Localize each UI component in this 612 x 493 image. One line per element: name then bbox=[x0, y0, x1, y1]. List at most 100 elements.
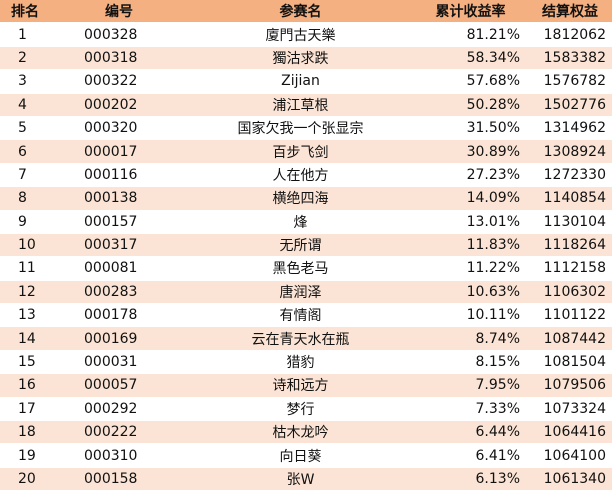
cell-id: 000310 bbox=[50, 443, 188, 468]
cell-return: 10.11% bbox=[413, 303, 528, 328]
table-row: 14 000169 云在青天水在瓶 8.74% 1087442 bbox=[0, 326, 612, 351]
cell-rank: 3 bbox=[0, 69, 50, 94]
cell-name: 梦行 bbox=[188, 397, 413, 422]
table-row: 13 000178 有情阁 10.11% 1101122 bbox=[0, 303, 612, 328]
cell-name: 张W bbox=[188, 467, 413, 492]
cell-name: 国家欠我一个张显宗 bbox=[188, 116, 413, 141]
cell-rank: 7 bbox=[0, 163, 50, 188]
table-row: 19 000310 向日葵 6.41% 1064100 bbox=[0, 443, 612, 468]
cell-id: 000320 bbox=[50, 116, 188, 141]
cell-equity: 1061340 bbox=[528, 467, 612, 492]
cell-equity: 1079506 bbox=[528, 373, 612, 398]
header-id: 编号 bbox=[50, 0, 188, 24]
cell-equity: 1583382 bbox=[528, 46, 612, 71]
cell-equity: 1064416 bbox=[528, 420, 612, 445]
cell-rank: 19 bbox=[0, 443, 50, 468]
cell-equity: 1308924 bbox=[528, 139, 612, 164]
cell-equity: 1272330 bbox=[528, 163, 612, 188]
cell-id: 000318 bbox=[50, 46, 188, 71]
cell-id: 000057 bbox=[50, 373, 188, 398]
cell-name: 无所谓 bbox=[188, 233, 413, 258]
cell-id: 000317 bbox=[50, 233, 188, 258]
cell-equity: 1064100 bbox=[528, 443, 612, 468]
cell-rank: 13 bbox=[0, 303, 50, 328]
cell-name: 百步飞剑 bbox=[188, 139, 413, 164]
cell-name: 浦江草根 bbox=[188, 93, 413, 117]
cell-id: 000178 bbox=[50, 303, 188, 328]
cell-rank: 9 bbox=[0, 210, 50, 234]
cell-id: 000202 bbox=[50, 93, 188, 117]
cell-return: 58.34% bbox=[413, 46, 528, 71]
header-rank: 排名 bbox=[0, 0, 50, 24]
cell-id: 000328 bbox=[50, 22, 188, 47]
cell-rank: 6 bbox=[0, 139, 50, 164]
table-row: 15 000031 猎豹 8.15% 1081504 bbox=[0, 350, 612, 375]
cell-name: 烽 bbox=[188, 210, 413, 234]
cell-return: 11.22% bbox=[413, 256, 528, 281]
cell-return: 57.68% bbox=[413, 69, 528, 94]
cell-equity: 1106302 bbox=[528, 280, 612, 305]
cell-name: 云在青天水在瓶 bbox=[188, 326, 413, 351]
cell-rank: 14 bbox=[0, 326, 50, 351]
cell-rank: 4 bbox=[0, 93, 50, 117]
cell-id: 000017 bbox=[50, 139, 188, 164]
cell-name: 猎豹 bbox=[188, 350, 413, 375]
table-row: 18 000222 枯木龙吟 6.44% 1064416 bbox=[0, 420, 612, 445]
cell-id: 000158 bbox=[50, 467, 188, 492]
cell-equity: 1081504 bbox=[528, 350, 612, 375]
cell-return: 8.74% bbox=[413, 326, 528, 351]
cell-return: 6.13% bbox=[413, 467, 528, 492]
cell-return: 7.33% bbox=[413, 397, 528, 422]
table-row: 5 000320 国家欠我一个张显宗 31.50% 1314962 bbox=[0, 116, 612, 141]
cell-id: 000292 bbox=[50, 397, 188, 422]
cell-equity: 1087442 bbox=[528, 326, 612, 351]
cell-return: 30.89% bbox=[413, 139, 528, 164]
table-row: 2 000318 獨沽求跌 58.34% 1583382 bbox=[0, 46, 612, 71]
table-row: 7 000116 人在他方 27.23% 1272330 bbox=[0, 163, 612, 188]
cell-return: 7.95% bbox=[413, 373, 528, 398]
cell-equity: 1112158 bbox=[528, 256, 612, 281]
cell-equity: 1812062 bbox=[528, 22, 612, 47]
cell-id: 000322 bbox=[50, 69, 188, 94]
cell-name: Zijian bbox=[188, 69, 413, 94]
cell-equity: 1140854 bbox=[528, 186, 612, 211]
cell-name: 黑色老马 bbox=[188, 256, 413, 281]
table-row: 17 000292 梦行 7.33% 1073324 bbox=[0, 397, 612, 422]
cell-id: 000116 bbox=[50, 163, 188, 188]
cell-id: 000031 bbox=[50, 350, 188, 375]
cell-return: 6.44% bbox=[413, 420, 528, 445]
cell-return: 50.28% bbox=[413, 93, 528, 117]
table-row: 1 000328 廈門古天樂 81.21% 1812062 bbox=[0, 22, 612, 47]
cell-id: 000138 bbox=[50, 186, 188, 211]
cell-id: 000157 bbox=[50, 210, 188, 234]
cell-id: 000169 bbox=[50, 326, 188, 351]
cell-equity: 1073324 bbox=[528, 397, 612, 422]
cell-return: 27.23% bbox=[413, 163, 528, 188]
cell-return: 31.50% bbox=[413, 116, 528, 141]
cell-return: 14.09% bbox=[413, 186, 528, 211]
cell-equity: 1314962 bbox=[528, 116, 612, 141]
cell-rank: 15 bbox=[0, 350, 50, 375]
cell-equity: 1118264 bbox=[528, 233, 612, 258]
table-row: 16 000057 诗和远方 7.95% 1079506 bbox=[0, 373, 612, 398]
cell-rank: 10 bbox=[0, 233, 50, 258]
cell-rank: 18 bbox=[0, 420, 50, 445]
cell-name: 有情阁 bbox=[188, 303, 413, 328]
cell-rank: 1 bbox=[0, 22, 50, 47]
table-row: 12 000283 唐润泽 10.63% 1106302 bbox=[0, 280, 612, 305]
cell-return: 13.01% bbox=[413, 210, 528, 234]
cell-return: 81.21% bbox=[413, 22, 528, 47]
table-body: 1 000328 廈門古天樂 81.21% 1812062 2 000318 獨沽求跌 58.3… bbox=[0, 22, 612, 492]
cell-return: 10.63% bbox=[413, 280, 528, 305]
cell-id: 000283 bbox=[50, 280, 188, 305]
cell-rank: 16 bbox=[0, 373, 50, 398]
table-header-row: 排名 编号 参赛名 累计收益率 结算权益 bbox=[0, 0, 612, 24]
table-row: 20 000158 张W 6.13% 1061340 bbox=[0, 467, 612, 492]
cell-equity: 1576782 bbox=[528, 69, 612, 94]
table-row: 9 000157 烽 13.01% 1130104 bbox=[0, 210, 612, 234]
cell-rank: 17 bbox=[0, 397, 50, 422]
cell-rank: 12 bbox=[0, 280, 50, 305]
table-row: 3 000322 Zijian 57.68% 1576782 bbox=[0, 69, 612, 94]
table-row: 11 000081 黑色老马 11.22% 1112158 bbox=[0, 256, 612, 281]
